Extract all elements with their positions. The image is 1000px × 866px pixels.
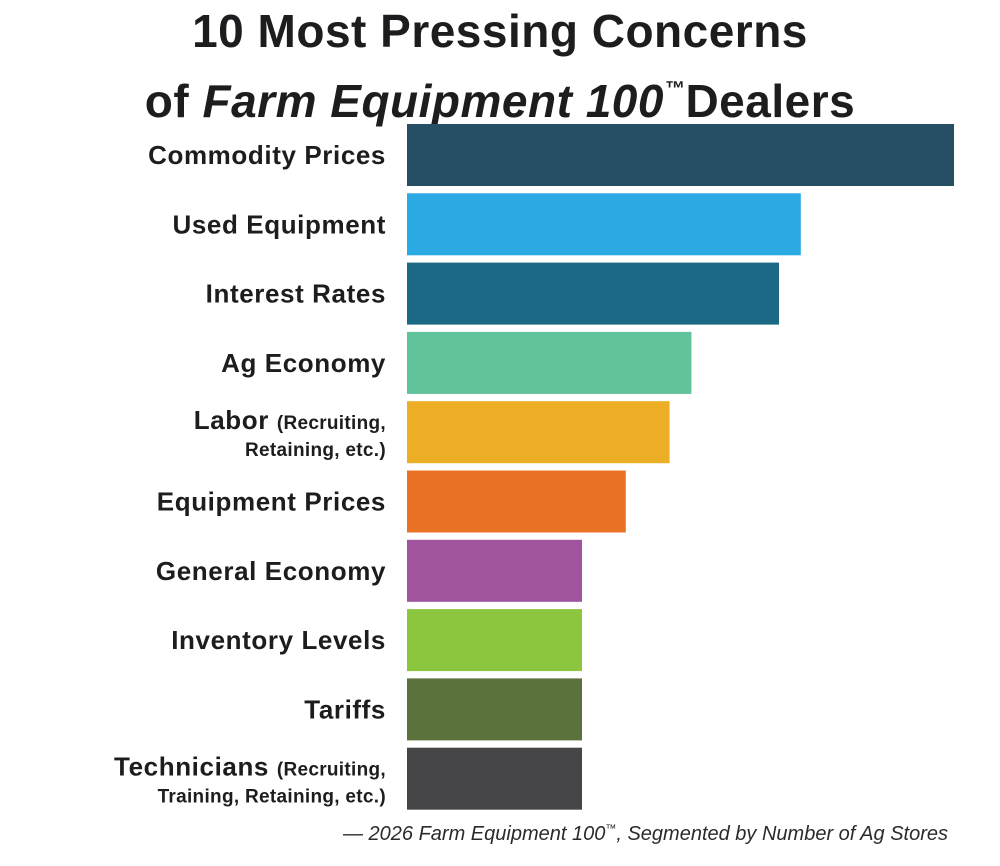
bar-chart: Commodity Prices Used Equipment Interest R… bbox=[114, 124, 954, 810]
category-label: General Economy bbox=[156, 556, 386, 586]
category-label-sub: (Recruiting, bbox=[277, 413, 386, 434]
source-trademark: ™ bbox=[605, 823, 617, 835]
category-label-main: Technicians bbox=[114, 752, 277, 782]
chart-title-line-2: of Farm Equipment 100™Dealers bbox=[0, 60, 1000, 130]
category-label-main: Labor bbox=[194, 405, 277, 435]
chart-title-line-1: 10 Most Pressing Concerns bbox=[192, 5, 808, 57]
bar-inventory-levels bbox=[407, 609, 582, 672]
bar-ag-economy bbox=[407, 331, 692, 394]
category-label: Labor (Recruiting, bbox=[194, 405, 386, 435]
bar-technicians bbox=[407, 747, 582, 810]
source-prefix: — 2026 Farm Equipment 100 bbox=[342, 823, 606, 845]
title-prefix: of bbox=[144, 75, 203, 127]
category-label-sub-line: Training, Retaining, etc.) bbox=[158, 787, 386, 808]
source-suffix: , Segmented by Number of Ag Stores bbox=[616, 823, 948, 845]
category-label: Used Equipment bbox=[172, 209, 386, 239]
bar-commodity-prices bbox=[407, 124, 954, 186]
category-label: Inventory Levels bbox=[171, 625, 386, 655]
bar-used-equipment bbox=[407, 193, 801, 256]
category-label: Technicians (Recruiting, bbox=[114, 752, 386, 782]
title-trademark: ™ bbox=[664, 78, 686, 100]
bar-equipment-prices bbox=[407, 470, 626, 533]
bar-labor bbox=[407, 401, 670, 464]
category-label: Tariffs bbox=[304, 694, 386, 724]
source-note: — 2026 Farm Equipment 100™, Segmented by… bbox=[343, 823, 948, 846]
category-label: Equipment Prices bbox=[157, 487, 386, 517]
bar-interest-rates bbox=[407, 262, 779, 325]
bar-general-economy bbox=[407, 539, 582, 602]
category-label-sub-line: Retaining, etc.) bbox=[245, 440, 386, 461]
title-italic-name: Farm Equipment 100 bbox=[202, 75, 664, 127]
category-label: Interest Rates bbox=[206, 279, 386, 309]
title-suffix: Dealers bbox=[685, 75, 856, 127]
chart-title: 10 Most Pressing Concerns of Farm Equipm… bbox=[0, 2, 1000, 130]
bar-tariffs bbox=[407, 678, 582, 741]
category-label: Commodity Prices bbox=[148, 140, 386, 170]
category-label: Ag Economy bbox=[221, 348, 386, 378]
category-label-sub: (Recruiting, bbox=[277, 760, 386, 781]
